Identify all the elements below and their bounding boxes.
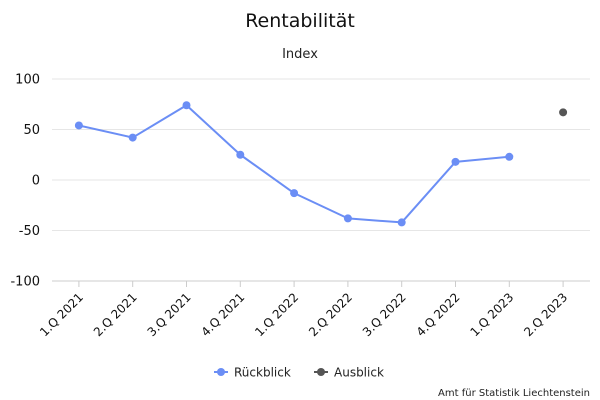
x-tick-label: 1.Q 2023 — [467, 290, 516, 339]
x-tick-label: 1.Q 2022 — [252, 290, 301, 339]
y-tick-label: -50 — [19, 224, 40, 239]
x-tick-label: 1.Q 2021 — [37, 290, 86, 339]
data-point[interactable] — [74, 121, 83, 130]
y-tick-label: 0 — [32, 174, 40, 189]
series-2 — [559, 108, 568, 117]
legend-item[interactable]: Ausblick — [314, 366, 384, 380]
legend: Rückblick Ausblick — [214, 366, 384, 380]
plot-area — [74, 101, 568, 227]
data-point[interactable] — [182, 101, 191, 110]
x-tick-label: 4.Q 2021 — [198, 290, 247, 339]
data-point[interactable] — [290, 189, 299, 198]
data-point[interactable] — [236, 150, 245, 159]
chart-title: Rentabilität — [245, 10, 355, 32]
data-point[interactable] — [343, 214, 352, 223]
legend-marker — [217, 368, 225, 376]
data-point[interactable] — [128, 133, 137, 142]
chart-subtitle: Index — [282, 47, 318, 62]
y-tick-label: -100 — [10, 275, 40, 290]
legend-label: Rückblick — [234, 366, 291, 380]
y-tick-label: 50 — [23, 123, 40, 138]
x-tick-label: 4.Q 2022 — [414, 290, 463, 339]
data-point[interactable] — [451, 157, 460, 166]
legend-item[interactable]: Rückblick — [214, 366, 291, 380]
data-point[interactable] — [505, 152, 514, 161]
grid-lines — [52, 78, 590, 282]
x-tick-label: 2.Q 2022 — [306, 290, 355, 339]
x-tick-label: 2.Q 2023 — [521, 290, 570, 339]
legend-marker — [317, 368, 325, 376]
x-tick-label: 2.Q 2021 — [91, 290, 140, 339]
x-tick-label: 3.Q 2022 — [360, 290, 409, 339]
y-axis: 100 50 0 -50 -100 — [10, 73, 40, 290]
series-1 — [74, 101, 514, 227]
legend-label: Ausblick — [334, 366, 384, 380]
x-tick-label: 3.Q 2021 — [145, 290, 194, 339]
series-line — [77, 104, 511, 224]
y-tick-label: 100 — [15, 73, 40, 88]
credit-text: Amt für Statistik Liechtenstein — [438, 388, 590, 399]
data-point[interactable] — [559, 108, 568, 117]
x-axis: 1.Q 2021 2.Q 2021 3.Q 2021 4.Q 2021 1.Q 2022… — [37, 281, 570, 339]
data-point[interactable] — [397, 218, 406, 227]
